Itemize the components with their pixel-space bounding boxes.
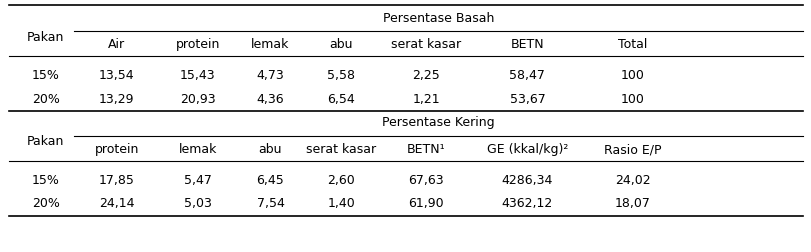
Text: 1,21: 1,21 [412,93,440,106]
Text: abu: abu [259,143,282,156]
Text: lemak: lemak [251,39,290,51]
Text: Pakan: Pakan [28,31,65,44]
Text: 4,36: 4,36 [256,93,284,106]
Text: 24,14: 24,14 [99,197,135,210]
Text: GE (kkal/kg)²: GE (kkal/kg)² [486,143,568,156]
Text: 17,85: 17,85 [99,174,135,186]
Text: 20%: 20% [32,93,60,106]
Text: BETN¹: BETN¹ [406,143,445,156]
Text: 4286,34: 4286,34 [501,174,552,186]
Text: 15,43: 15,43 [179,69,215,82]
Text: serat kasar: serat kasar [391,39,461,51]
Text: 18,07: 18,07 [614,197,650,210]
Text: Total: Total [617,39,646,51]
Text: 4362,12: 4362,12 [501,197,552,210]
Text: 6,54: 6,54 [327,93,354,106]
Text: 58,47: 58,47 [508,69,545,82]
Text: 6,45: 6,45 [256,174,284,186]
Text: 15%: 15% [32,174,60,186]
Text: 1,40: 1,40 [327,197,354,210]
Text: 5,47: 5,47 [183,174,212,186]
Text: 61,90: 61,90 [408,197,444,210]
Text: Rasio E/P: Rasio E/P [603,143,660,156]
Text: serat kasar: serat kasar [306,143,375,156]
Text: 2,25: 2,25 [412,69,440,82]
Text: 53,67: 53,67 [508,93,545,106]
Text: 15%: 15% [32,69,60,82]
Text: 5,58: 5,58 [327,69,355,82]
Text: 100: 100 [620,69,644,82]
Text: abu: abu [329,39,353,51]
Text: 5,03: 5,03 [183,197,212,210]
Text: 67,63: 67,63 [408,174,444,186]
Text: 4,73: 4,73 [256,69,284,82]
Text: Pakan: Pakan [28,135,65,148]
Text: Air: Air [108,39,125,51]
Text: 24,02: 24,02 [614,174,650,186]
Text: 2,60: 2,60 [327,174,354,186]
Text: Persentase Basah: Persentase Basah [382,12,493,25]
Text: 7,54: 7,54 [256,197,284,210]
Text: protein: protein [94,143,139,156]
Text: 20%: 20% [32,197,60,210]
Text: protein: protein [175,39,220,51]
Text: 100: 100 [620,93,644,106]
Text: 13,54: 13,54 [99,69,135,82]
Text: BETN: BETN [510,39,543,51]
Text: 20,93: 20,93 [179,93,215,106]
Text: 13,29: 13,29 [99,93,135,106]
Text: lemak: lemak [178,143,217,156]
Text: Persentase Kering: Persentase Kering [382,116,494,129]
